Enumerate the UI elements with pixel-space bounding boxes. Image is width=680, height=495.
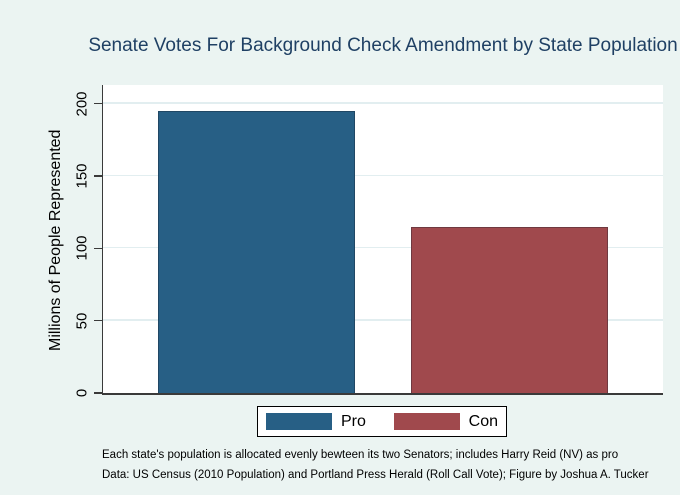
legend-swatch-pro [266,413,332,430]
plot-area [102,85,663,395]
y-tick-mark [94,175,102,177]
y-tick-mark [94,103,102,105]
legend-item-pro: Pro [266,413,366,431]
y-tick-mark [94,392,102,394]
gridline [103,246,663,249]
legend: Pro Con [257,406,507,437]
legend-label-pro: Pro [341,412,366,430]
y-tick-label: 0 [73,388,91,398]
y-tick-label: 150 [73,163,91,189]
y-axis-title: Millions of People Represented [47,129,64,351]
legend-swatch-con [393,413,460,430]
y-tick-label: 200 [73,91,91,117]
bars-container [103,85,663,393]
y-tick-mark [94,319,102,322]
footnote-line-2: Data: US Census (2010 Population) and Po… [102,469,649,481]
legend-item-con: Con [393,412,498,431]
bar-pro [158,111,355,393]
gridline [103,174,663,177]
gridline [103,102,663,104]
legend-label-con: Con [468,412,498,430]
footnote-line-1: Each state's population is allocated eve… [102,449,619,461]
y-tick-mark [94,247,102,250]
gridline [103,319,663,321]
y-tick-label: 100 [73,235,91,261]
y-tick-label: 50 [73,312,91,330]
chart-title: Senate Votes For Background Check Amendm… [88,35,678,56]
bar-con [411,226,608,393]
